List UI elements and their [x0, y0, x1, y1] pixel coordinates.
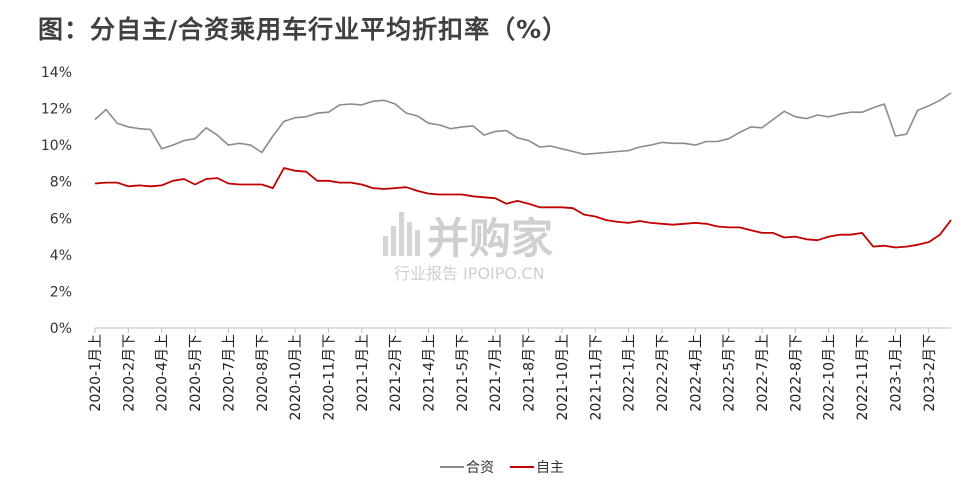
x-tick-label: 2020-1月上	[88, 334, 104, 412]
y-tick-label: 14%	[41, 65, 72, 81]
x-tick-label: 2022-4月上	[688, 334, 704, 412]
y-tick-label: 4%	[50, 248, 72, 264]
y-tick-label: 0%	[50, 321, 72, 337]
watermark: 并购家 行业报告 IPOIPO.CN	[383, 212, 553, 283]
x-tick-label: 2021-4月上	[422, 334, 438, 412]
y-tick-label: 6%	[50, 211, 72, 227]
x-tick-label: 2021-10月上	[555, 334, 571, 421]
x-tick-label: 2021-1月上	[355, 334, 371, 412]
x-tick-label: 2022-5月下	[722, 334, 738, 412]
x-tick-label: 2020-10月上	[288, 334, 304, 421]
x-tick-label: 2021-5月下	[455, 334, 471, 412]
x-tick-label: 2020-11月下	[321, 334, 337, 421]
y-tick-label: 2%	[50, 284, 72, 300]
chart-title: 图：分自主/合资乘用车行业平均折扣率（%）	[38, 15, 569, 44]
series-line-jv	[94, 92, 952, 156]
series-group	[94, 92, 952, 249]
x-tick-label: 2023-2月下	[922, 334, 938, 412]
x-tick-label: 2021-7月上	[488, 334, 504, 412]
watermark-subtitle: 行业报告 IPOIPO.CN	[394, 264, 545, 283]
x-tick-label: 2022-2月下	[655, 334, 671, 412]
y-tick-label: 10%	[41, 138, 72, 154]
x-tick-label: 2022-10月上	[822, 334, 838, 421]
x-tick-label: 2021-8月下	[522, 334, 538, 412]
x-tick-label: 2020-2月下	[121, 334, 137, 412]
x-tick-label: 2020-5月下	[188, 334, 204, 412]
series-line-domestic	[94, 167, 952, 249]
legend-label: 合资	[466, 460, 494, 476]
legend: 合资 自主	[440, 460, 564, 476]
x-tick-label: 2021-2月下	[388, 334, 404, 412]
legend-label: 自主	[536, 460, 564, 476]
x-tick-label: 2020-4月上	[155, 334, 171, 412]
x-tick-label: 2022-8月下	[788, 334, 804, 412]
x-tick-label: 2020-8月下	[255, 334, 271, 412]
watermark-brand: 并购家	[427, 214, 553, 263]
watermark-logo-icon	[383, 212, 420, 256]
x-tick-label: 2022-7月上	[755, 334, 771, 412]
axes: 0% 2% 4% 6% 8% 10% 12% 14% 2020-1月上 2020-2月下 2020-…	[41, 65, 951, 421]
x-tick-label: 2022-1月上	[622, 334, 638, 412]
x-tick-label: 2020-7月上	[221, 334, 237, 412]
x-tick-label: 2023-1月上	[888, 334, 904, 412]
x-tick-label: 2021-11月下	[588, 334, 604, 421]
x-tick-label: 2022-11月下	[855, 334, 871, 421]
y-tick-label: 12%	[41, 102, 72, 118]
y-tick-label: 8%	[50, 175, 72, 191]
